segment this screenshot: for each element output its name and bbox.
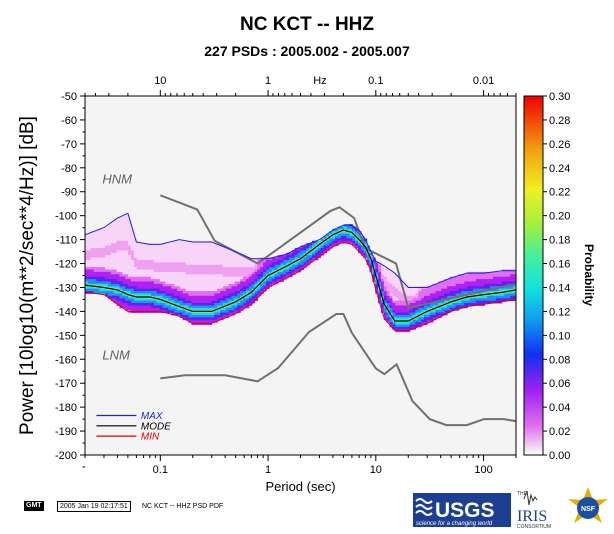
- mode-line: [85, 229, 516, 322]
- chart-title: NC KCT -- HHZ: [239, 14, 375, 35]
- colorbar-gradient: [523, 95, 544, 456]
- legend-label-min: MIN: [141, 432, 160, 443]
- gmt-badge: GMT: [24, 501, 44, 511]
- axis-ticks: -50 -60 -70 -80 -90 -100 -110 -120 -130 -140 -150 -…: [55, 75, 517, 476]
- colorbar-tick-label: 0.02: [549, 426, 570, 438]
- hnm-label: HNM: [102, 171, 132, 186]
- legend-label-mode: MODE: [141, 421, 171, 432]
- y-tick-label: -150: [55, 330, 77, 342]
- x-axis-label: Period (sec): [265, 479, 335, 494]
- colorbar-tick-label: 0.18: [549, 235, 570, 247]
- colorbar-label: Probability: [582, 244, 596, 306]
- colorbar-tick-label: 0.22: [549, 187, 570, 199]
- min-line: [85, 241, 516, 331]
- colorbar-tick-label: 0.04: [549, 402, 570, 414]
- freq-tick-label: 1: [265, 75, 271, 87]
- x-tick-label: 1: [265, 464, 271, 476]
- y-tick-label: -60: [61, 115, 77, 127]
- nsf-name: NSF: [581, 506, 596, 513]
- colorbar-tick-label: 0.08: [549, 354, 570, 366]
- colorbar-tick-label: 0.10: [549, 330, 570, 342]
- usgs-tagline: science for a changing world: [416, 521, 493, 527]
- freq-tick-label: 10: [154, 75, 166, 87]
- y-tick-label: -180: [55, 402, 77, 414]
- x-tick-label: 100: [474, 464, 492, 476]
- footer-caption: NC KCT -- HHZ PSD PDF: [142, 503, 224, 510]
- pdf-heatmap: [85, 214, 516, 333]
- y-tick-label: -70: [61, 139, 77, 151]
- iris-logo: THE IRIS CONSORTIUM: [517, 490, 551, 530]
- chart-labels: Period (sec) Power [10log10(m**2/sec**4/H…: [17, 116, 336, 494]
- y-tick-label: -90: [61, 187, 77, 199]
- y-tick-label: -110: [56, 235, 77, 247]
- y-axis-label: Power [10log10(m**2/sec**4/Hz)] [dB]: [17, 116, 38, 435]
- colorbar-tick-label: 0.00: [549, 450, 570, 462]
- lnm-label: LNM: [102, 347, 130, 362]
- y-tick-label: -80: [61, 163, 77, 175]
- iris-name: IRIS: [517, 508, 547, 525]
- max-line: [85, 212, 516, 288]
- usgs-name: USGS: [435, 499, 495, 522]
- colorbar-tick-label: 0.26: [549, 139, 570, 151]
- curve-layer: [85, 194, 516, 427]
- gmt-timestamp: 2005 Jan 19 02:17:51: [57, 501, 131, 512]
- colorbar-tick-label: 0.12: [549, 306, 570, 318]
- y-tick-label: -200: [55, 450, 77, 462]
- iris-prefix: THE: [517, 491, 528, 497]
- x-tick-label: 0.1: [153, 464, 168, 476]
- colorbar-tick-label: 0.20: [549, 211, 570, 223]
- y-tick-label: -190: [55, 426, 77, 438]
- nsf-logo: NSF: [568, 487, 608, 523]
- freq-tick-label: 0.01: [473, 75, 494, 87]
- colorbar-tick-label: 0.28: [549, 115, 570, 127]
- y-tick-label: -100: [55, 211, 77, 223]
- x-tick-label: 10: [370, 464, 382, 476]
- y-tick-label: -170: [55, 378, 77, 390]
- colorbar-tick-label: 0.14: [549, 282, 570, 294]
- colorbar-tick-label: 0.06: [549, 378, 570, 390]
- lnm-line: [160, 313, 516, 427]
- y-tick-label: -50: [61, 91, 77, 103]
- colorbar-tick-label: 0.24: [549, 163, 570, 175]
- colorbar-tick-label: 0.16: [549, 259, 570, 271]
- y-tick-label: -140: [55, 306, 77, 318]
- legend-label-max: MAX: [141, 411, 163, 422]
- freq-tick-label: 0.1: [368, 75, 383, 87]
- y-tick-label: -120: [55, 259, 77, 271]
- colorbar-tick-label: 0.30: [549, 91, 570, 103]
- top-axis-label: Hz: [313, 75, 326, 87]
- chart-subtitle: 227 PSDs : 2005.002 - 2005.007: [204, 43, 410, 59]
- y-tick-label: -160: [55, 354, 77, 366]
- usgs-logo: USGS science for a changing world: [413, 493, 511, 527]
- y-tick-label: -130: [55, 282, 77, 294]
- colorbar: 0.00 0.02 0.04 0.06 0.08 0.10 0.12 0.14 0.16 0.18…: [523, 91, 596, 462]
- iris-consortium: CONSORTIUM: [517, 524, 551, 530]
